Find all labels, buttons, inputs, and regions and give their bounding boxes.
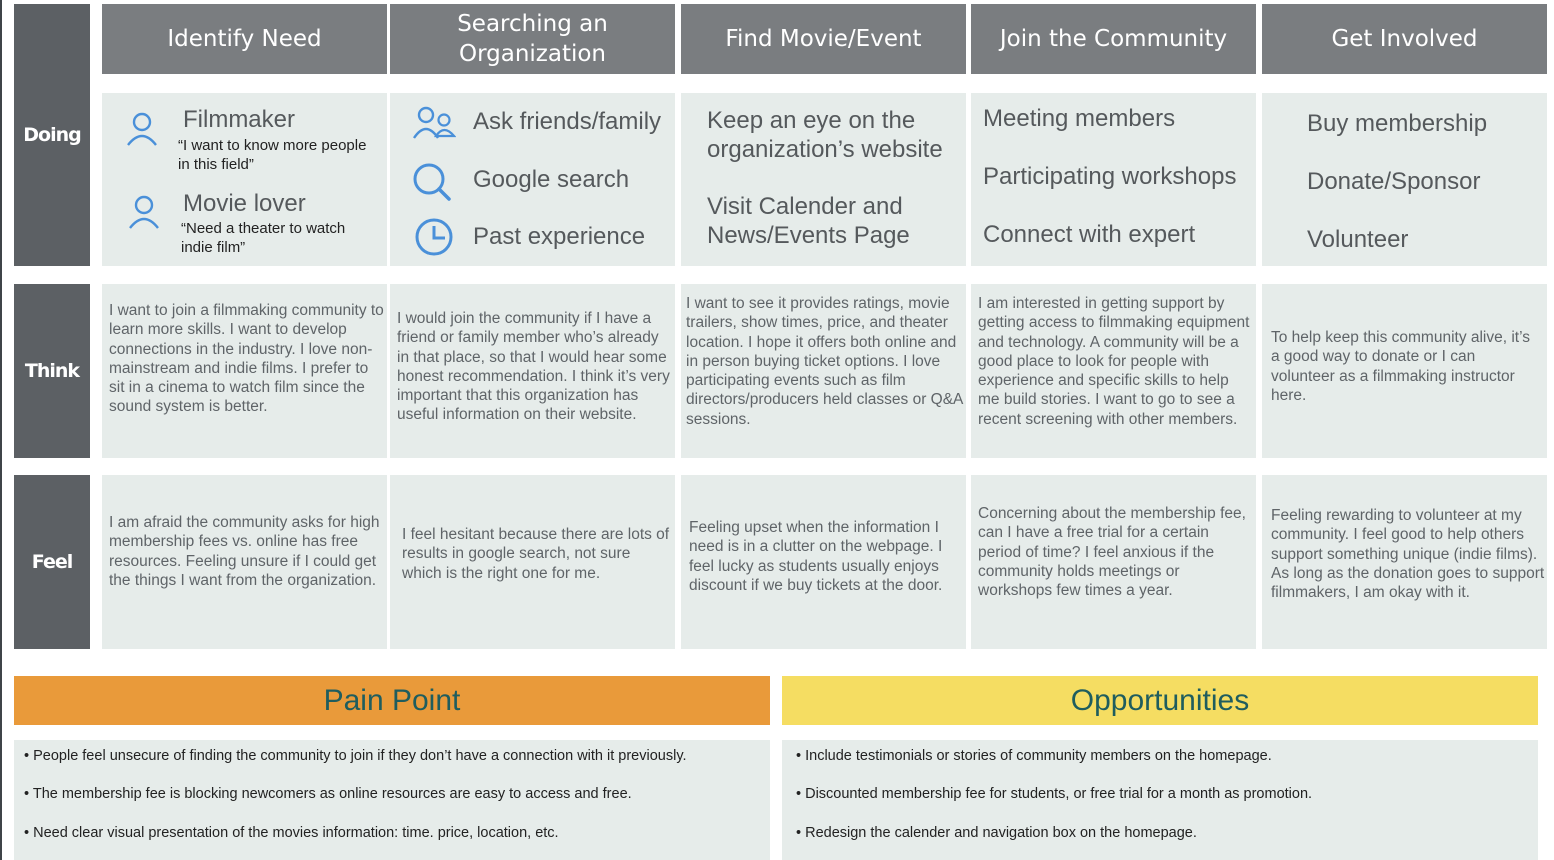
feel-cell-identify: I am afraid the community asks for high … bbox=[102, 475, 387, 649]
column-header-label: Searching an Organization bbox=[457, 11, 608, 67]
clock-icon bbox=[415, 218, 453, 256]
doing-item: Google search bbox=[473, 166, 630, 193]
doing-cell-identify: Filmmaker “I want to know more people in… bbox=[102, 93, 387, 266]
persona-name-movie-lover: Movie lover bbox=[183, 190, 306, 217]
doing-cell-searching: Ask friends/family Google search Past ex… bbox=[390, 93, 675, 266]
persona-name-filmmaker: Filmmaker bbox=[183, 106, 295, 133]
think-cell-join: I am interested in getting support by ge… bbox=[971, 284, 1256, 458]
feel-cell-join: Concerning about the membership fee, can… bbox=[971, 475, 1256, 649]
persona-quote-filmmaker: “I want to know more people in this fiel… bbox=[178, 137, 367, 173]
list-item: • Include testimonials or stories of com… bbox=[796, 748, 1272, 764]
doing-item: Buy membership bbox=[1307, 110, 1488, 137]
column-header-get-involved: Get Involved bbox=[1262, 4, 1547, 74]
opportunities-heading: Opportunities bbox=[782, 676, 1538, 725]
think-text: I am interested in getting support by ge… bbox=[978, 295, 1250, 428]
think-cell-searching: I would join the community if I have a f… bbox=[390, 284, 675, 458]
row-label-think: Think bbox=[14, 284, 90, 458]
think-text: I want to see it provides ratings, movie… bbox=[686, 295, 963, 428]
pain-point-heading: Pain Point bbox=[14, 676, 770, 725]
users-icon bbox=[413, 106, 456, 139]
doing-item: Participating workshops bbox=[983, 163, 1237, 190]
pain-point-list: • People feel unsecure of finding the co… bbox=[14, 740, 770, 860]
feel-cell-involved: Feeling rewarding to volunteer at my com… bbox=[1262, 475, 1547, 649]
doing-item: Donate/Sponsor bbox=[1307, 168, 1481, 195]
feel-cell-searching: I feel hesitant because there are lots o… bbox=[390, 475, 675, 649]
left-border bbox=[0, 0, 2, 860]
think-cell-find: I want to see it provides ratings, movie… bbox=[681, 284, 966, 458]
doing-item: Visit Calender and News/Events Page bbox=[707, 193, 910, 249]
row-label-doing: Doing bbox=[14, 4, 90, 266]
feel-text: I feel hesitant because there are lots o… bbox=[402, 526, 670, 582]
doing-item: Volunteer bbox=[1307, 226, 1409, 253]
list-item: • Discounted membership fee for students… bbox=[796, 786, 1313, 802]
doing-cell-find: Keep an eye on the organization’s websit… bbox=[681, 93, 966, 266]
opportunities-list: • Include testimonials or stories of com… bbox=[782, 740, 1538, 860]
doing-item: Meeting members bbox=[983, 105, 1176, 132]
think-text: I would join the community if I have a f… bbox=[397, 310, 670, 424]
column-header-searching: Searching an Organization bbox=[390, 4, 675, 74]
feel-cell-find: Feeling upset when the information I nee… bbox=[681, 475, 966, 649]
doing-cell-involved: Buy membership Donate/Sponsor Volunteer bbox=[1262, 93, 1547, 266]
column-header-identify-need: Identify Need bbox=[102, 4, 387, 74]
doing-item: Ask friends/family bbox=[473, 108, 662, 135]
doing-cell-join: Meeting members Participating workshops … bbox=[971, 93, 1256, 266]
search-icon bbox=[413, 163, 451, 201]
feel-text: Feeling upset when the information I nee… bbox=[689, 519, 943, 594]
list-item: • Redesign the calender and navigation b… bbox=[796, 825, 1197, 841]
list-item: • Need clear visual presentation of the … bbox=[24, 825, 559, 841]
doing-item: Past experience bbox=[473, 223, 646, 250]
row-label-feel: Feel bbox=[14, 475, 90, 649]
user-icon bbox=[129, 195, 159, 229]
user-icon bbox=[127, 112, 157, 146]
think-cell-identify: I want to join a filmmaking community to… bbox=[102, 284, 387, 458]
think-text: I want to join a filmmaking community to… bbox=[109, 302, 384, 416]
doing-item: Connect with expert bbox=[983, 221, 1196, 248]
feel-text: Feeling rewarding to volunteer at my com… bbox=[1271, 507, 1545, 602]
persona-quote-movie-lover: “Need a theater to watch indie film” bbox=[181, 220, 346, 256]
column-header-find-movie: Find Movie/Event bbox=[681, 4, 966, 74]
list-item: • The membership fee is blocking newcome… bbox=[24, 786, 632, 802]
doing-item: Keep an eye on the organization’s websit… bbox=[707, 107, 943, 163]
think-text: To help keep this community alive, it’s … bbox=[1271, 329, 1531, 404]
feel-text: Concerning about the membership fee, can… bbox=[978, 505, 1246, 600]
list-item: • People feel unsecure of finding the co… bbox=[24, 748, 687, 764]
feel-text: I am afraid the community asks for high … bbox=[109, 514, 380, 589]
think-cell-involved: To help keep this community alive, it’s … bbox=[1262, 284, 1547, 458]
column-header-join-community: Join the Community bbox=[971, 4, 1256, 74]
